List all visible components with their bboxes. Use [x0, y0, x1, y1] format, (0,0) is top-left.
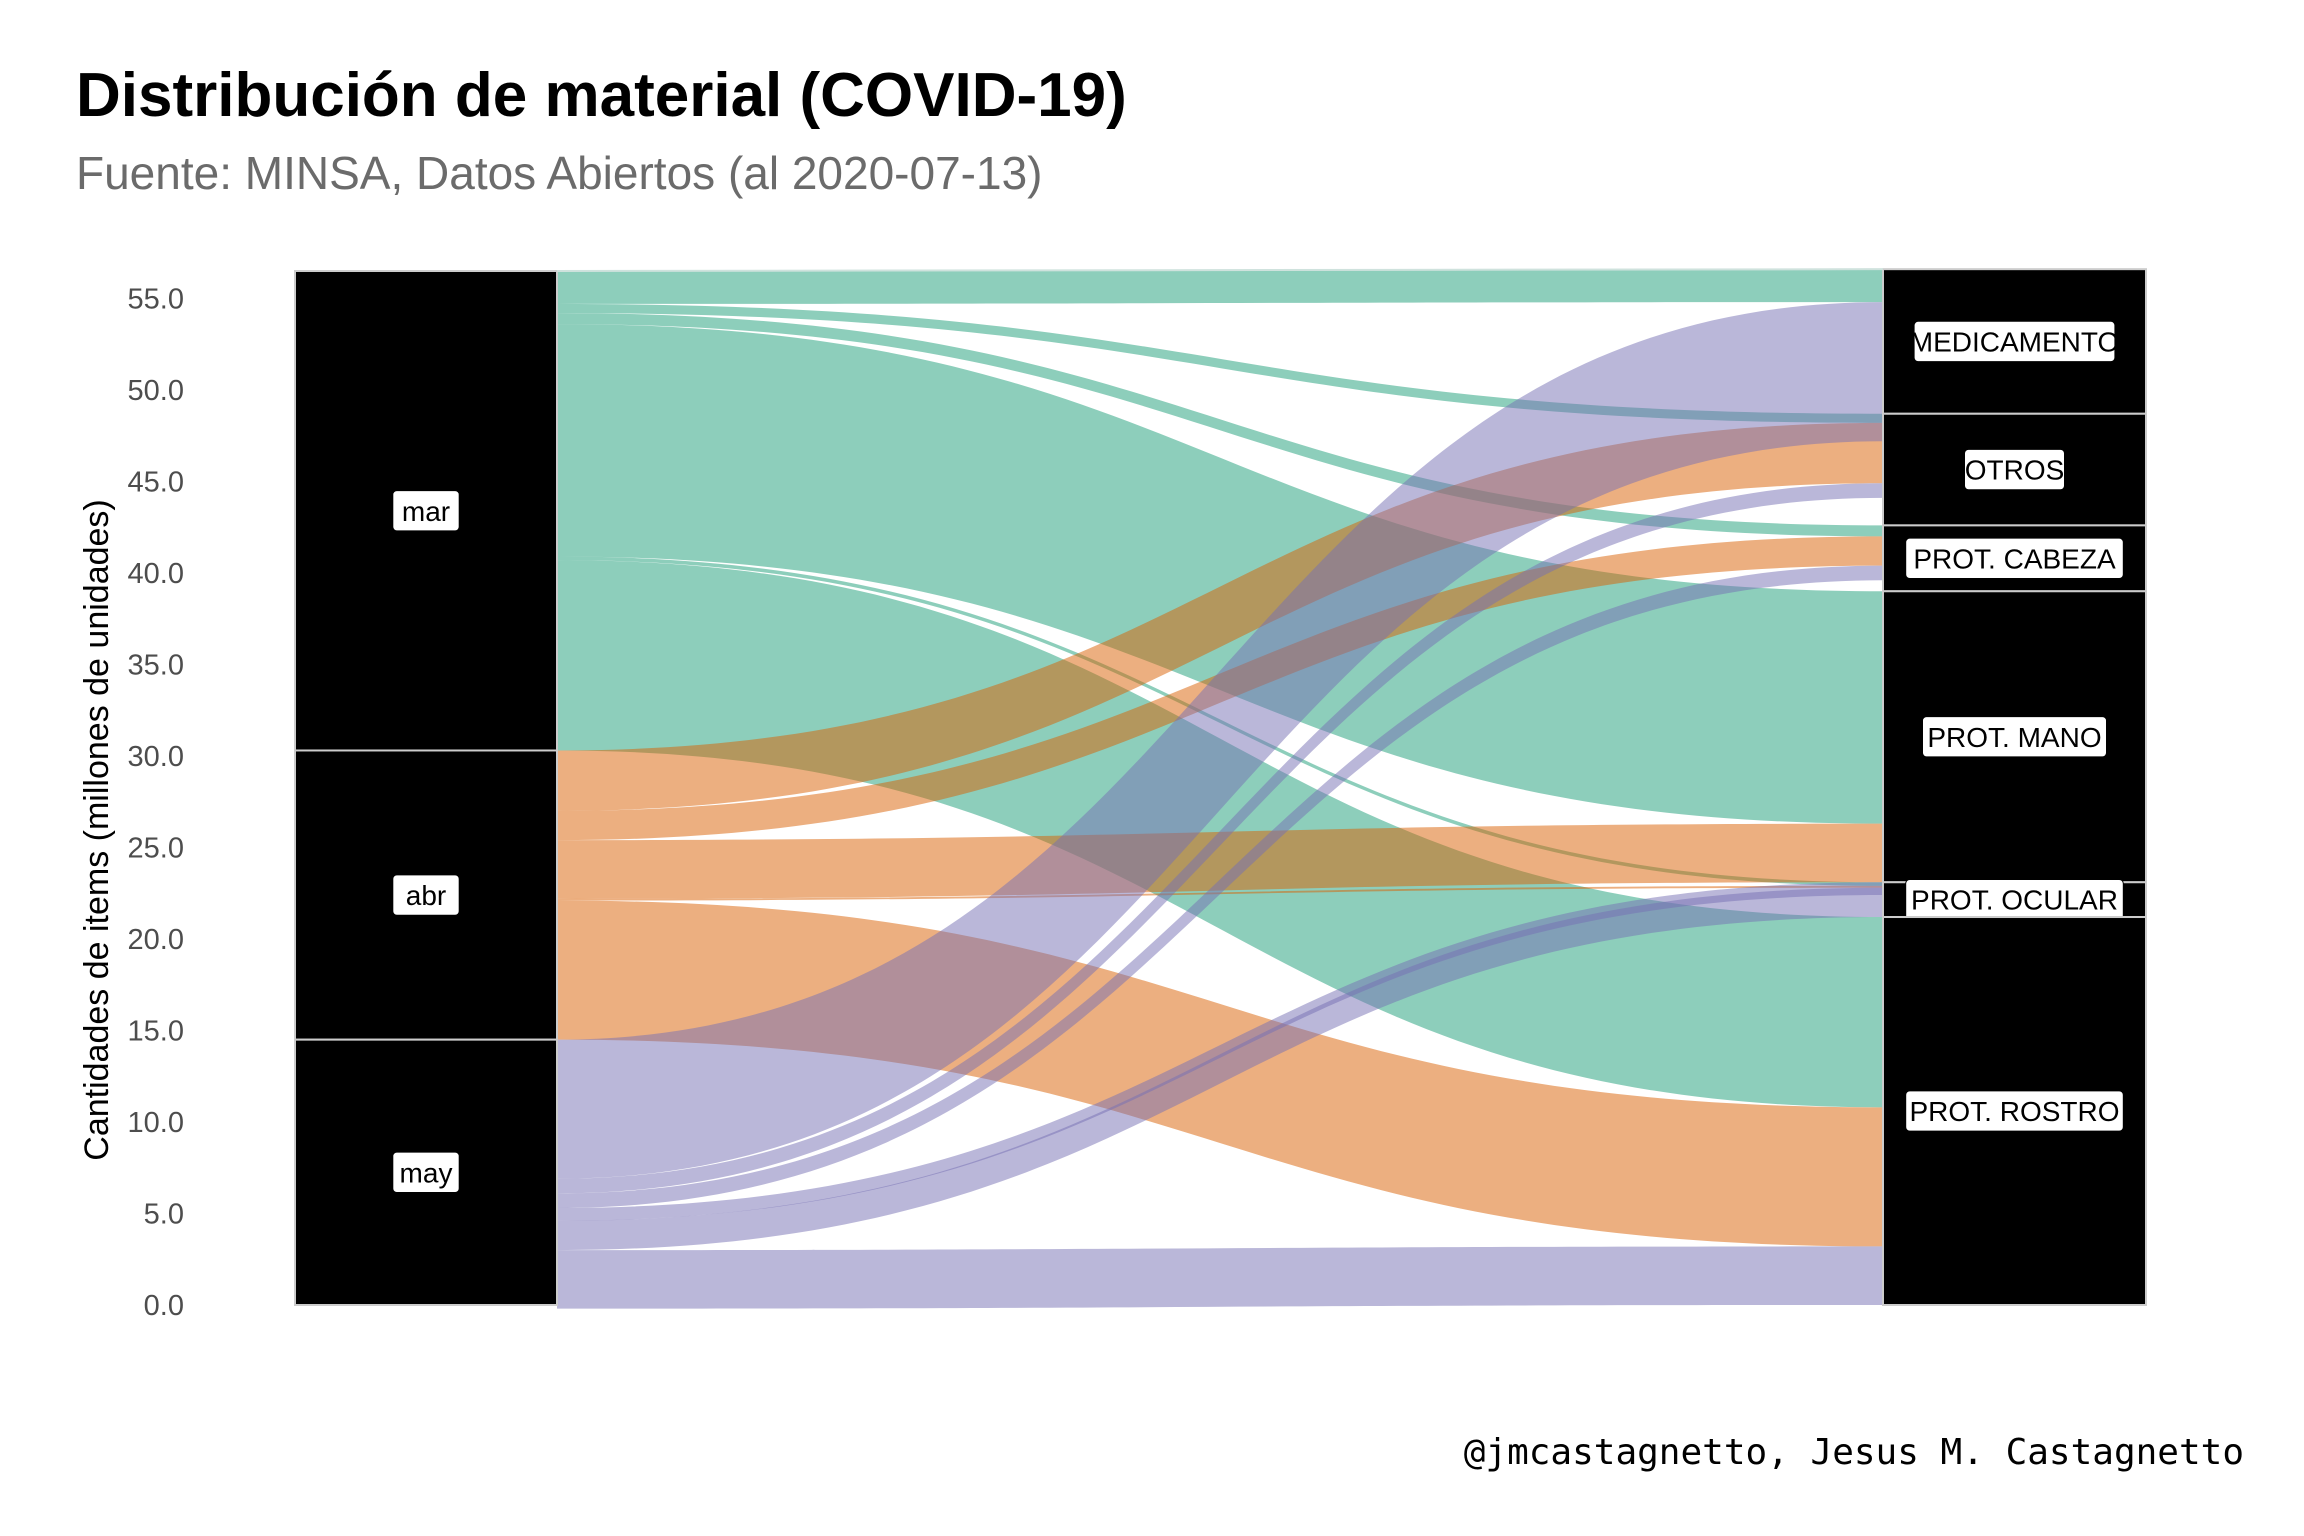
y-axis: 0.0 5.0 10.0 15.0 20.0 25.0 30.0 35.0 40.0 45.0 50…	[128, 283, 184, 1322]
stratum-label-box-prot-mano	[1922, 716, 2107, 758]
flow-may-prot-rostro	[557, 1246, 1883, 1309]
stratum-label-box-otros	[1964, 448, 2065, 491]
flows-layer	[557, 269, 1883, 1309]
flow-may-prot-mano	[557, 882, 1883, 1221]
flow-mar-prot-cabeza	[557, 313, 1883, 537]
caption: @jmcastagnetto, Jesus M. Castagnetto	[1463, 1432, 2244, 1473]
stratum-label-box-mar	[392, 490, 460, 532]
chart-subtitle: Fuente: MINSA, Datos Abiertos (al 2020-0…	[76, 147, 1043, 199]
y-tick-label: 30.0	[128, 741, 184, 773]
y-tick-label: 45.0	[128, 466, 184, 498]
flow-may-medicamento	[557, 302, 1883, 1179]
y-tick-label: 40.0	[128, 558, 184, 590]
y-tick-label: 50.0	[128, 375, 184, 407]
stratum-label-box-medicamento	[1913, 320, 2116, 363]
flow-mar-prot-mano	[557, 324, 1883, 824]
flow-mar-otros	[557, 303, 1883, 423]
stratum-label-box-prot-rostro	[1905, 1090, 2124, 1132]
flow-may-otros	[557, 483, 1883, 1194]
strata-layer: mar abr may MEDICAMENTO OTROS PROT. CABEZA PRO…	[294, 268, 2147, 1307]
stratum-label-box-abr	[392, 874, 460, 916]
flow-may-prot-ocular	[557, 887, 1883, 1251]
stratum-label-may: may	[400, 1157, 453, 1188]
stratum-label-prot-cabeza: PROT. CABEZA	[1913, 543, 2116, 574]
stratum-label-mar: mar	[402, 496, 450, 527]
chart-title: Distribución de material (COVID-19)	[76, 61, 1127, 130]
stratum-label-box-may	[392, 1151, 460, 1193]
stratum-label-box-prot-cabeza	[1905, 537, 2124, 579]
y-axis-label: Cantidades de items (millones de unidade…	[78, 499, 116, 1160]
y-tick-label: 25.0	[128, 832, 184, 864]
flow-may-prot-cabeza	[557, 565, 1883, 1209]
y-tick-label: 55.0	[128, 283, 184, 315]
flow-abr-prot-mano	[557, 823, 1883, 899]
flow-top-edge	[556, 268, 1884, 272]
stratum-label-prot-rostro: PROT. ROSTRO	[1909, 1096, 2119, 1127]
flow-abr-otros	[557, 422, 1883, 811]
stratum-label-otros: OTROS	[1965, 455, 2065, 486]
stratum-label-medicamento: MEDICAMENTO	[1910, 327, 2120, 358]
stratum-label-prot-ocular: PROT. OCULAR	[1911, 885, 2118, 916]
stratum-label-prot-mano: PROT. MANO	[1927, 722, 2101, 753]
y-tick-label: 15.0	[128, 1015, 184, 1047]
flow-mar-medicamento	[557, 269, 1883, 304]
y-tick-label: 0.0	[144, 1290, 184, 1322]
y-tick-label: 5.0	[144, 1198, 184, 1230]
stratum-label-abr: abr	[406, 880, 446, 911]
y-tick-label: 35.0	[128, 649, 184, 681]
y-tick-label: 10.0	[128, 1107, 184, 1139]
y-tick-label: 20.0	[128, 924, 184, 956]
